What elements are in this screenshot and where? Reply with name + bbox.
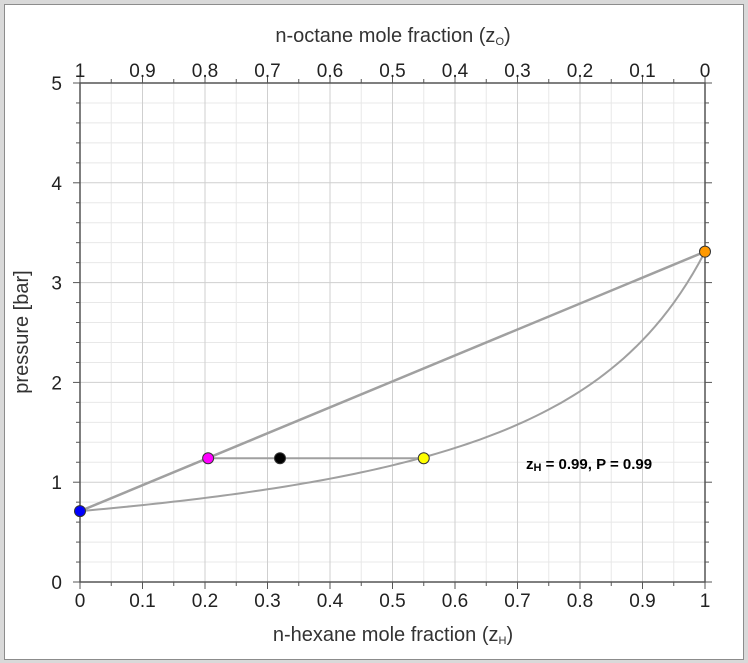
x-tick-label-top: 0 — [700, 61, 711, 82]
x-tick-label-bottom: 0.5 — [379, 591, 405, 612]
y-tick-label: 4 — [51, 174, 62, 195]
dew-point-curve — [79, 251, 706, 513]
y-tick-label: 1 — [51, 473, 62, 494]
x-tick-label-bottom: 0 — [75, 591, 86, 612]
x-tick-label-bottom: 0.6 — [442, 591, 468, 612]
x-tick-label-bottom: 1 — [700, 591, 711, 612]
x-tick-label-top: 0.6 — [317, 61, 343, 82]
y-tick-label: 5 — [51, 74, 62, 95]
x-tick-label-bottom: 0.2 — [192, 591, 218, 612]
bubble-point-line — [79, 250, 706, 513]
x-tick-label-top: 0.5 — [379, 61, 405, 82]
x-tick-label-bottom: 0.3 — [254, 591, 280, 612]
plot-frame — [4, 4, 744, 660]
overall-composition-point[interactable] — [274, 452, 286, 465]
points[interactable] — [74, 245, 711, 518]
tick-labels: 0 0.1 0.2 0.3 0.4 0.5 0.6 0.7 0.8 0.9 1 1 0.9 0.8 0.7 0… — [51, 61, 710, 612]
liquid-composition-point[interactable] — [202, 452, 215, 465]
x-tick-label-top: 1 — [75, 61, 86, 82]
vapor-composition-point[interactable] — [417, 452, 430, 465]
pure-hexane-point[interactable] — [699, 245, 711, 258]
y-tick-label: 2 — [51, 373, 62, 394]
x-tick-label-top: 0.2 — [567, 61, 593, 82]
x-tick-label-bottom: 0.7 — [504, 591, 530, 612]
x-tick-label-bottom: 0.9 — [629, 591, 655, 612]
x-tick-label-bottom: 0.8 — [567, 591, 593, 612]
x-tick-label-bottom: 0.4 — [317, 591, 344, 612]
axis-ticks — [73, 76, 712, 589]
top-axis-title: n-octane mole fraction (zO) — [275, 25, 510, 48]
x-tick-label-top: 0.3 — [504, 61, 530, 82]
x-tick-label-top: 0.9 — [129, 61, 155, 82]
readout-text: zH = 0.99, P = 0.99 — [526, 456, 652, 474]
x-tick-label-top: 0.8 — [192, 61, 218, 82]
x-tick-label-top: 0.7 — [254, 61, 280, 82]
y-tick-label: 3 — [51, 274, 62, 295]
bottom-axis-title: n-hexane mole fraction (zH) — [273, 624, 513, 647]
x-tick-label-top: 0.1 — [629, 61, 655, 82]
curves — [79, 250, 706, 513]
x-tick-label-bottom: 0.1 — [129, 591, 155, 612]
y-axis-title: pressure [bar] — [11, 270, 33, 393]
y-tick-label: 0 — [51, 573, 62, 594]
x-tick-label-top: 0.4 — [442, 61, 469, 82]
pure-octane-point[interactable] — [74, 505, 86, 518]
